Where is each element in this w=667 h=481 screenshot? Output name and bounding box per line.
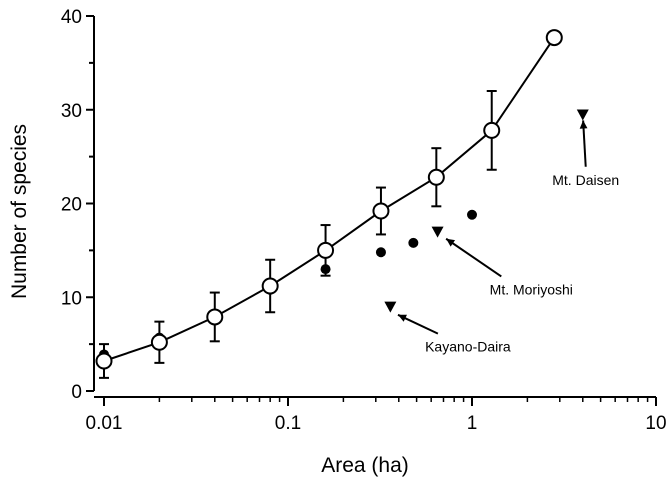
triangle-point: [384, 301, 397, 313]
annotation-layer: Mt. Daisen Mt. Moriyoshi Kayano-Daira: [397, 120, 619, 355]
filled-circle-point: [375, 247, 386, 258]
annotation-arrow: [445, 237, 502, 278]
ticks: 0 10 20 30 40 0.01 0.1 1 10: [61, 7, 667, 434]
y-tick-label: 0: [71, 382, 82, 403]
series-layer: [95, 29, 589, 379]
x-tick-label: 10: [645, 413, 666, 434]
annotation-label: Kayano-Daira: [425, 339, 511, 355]
annotation-arrowhead: [446, 238, 456, 247]
y-tick-label: 30: [61, 101, 82, 122]
annotation-label: Mt. Daisen: [552, 172, 619, 188]
filled-circle-point: [408, 237, 419, 248]
open-circle-point: [150, 333, 168, 351]
open-circle-point: [545, 29, 563, 47]
y-tick-label: 20: [61, 195, 82, 216]
triangle-point: [431, 226, 444, 238]
open-circle-point: [206, 308, 224, 326]
filled-circle-point: [320, 264, 331, 275]
x-tick-label: 1: [467, 413, 478, 434]
annotation-label: Mt. Moriyoshi: [490, 281, 573, 297]
annotation-arrowhead: [397, 314, 407, 322]
open-circle-point: [317, 241, 335, 259]
filled-circle-point: [467, 209, 477, 220]
x-axis-title: Area (ha): [321, 454, 409, 477]
x-tick-label: 0.1: [275, 413, 301, 434]
triangle-point: [576, 109, 589, 121]
x-tick-label: 0.01: [86, 413, 123, 434]
y-tick-label: 40: [61, 7, 82, 28]
open-series-line: [103, 37, 556, 362]
open-circle-point: [261, 277, 279, 295]
open-circle-point: [95, 352, 113, 370]
open-circle-point: [427, 168, 445, 186]
y-axis-title: Number of species: [8, 124, 31, 299]
open-circle-point: [372, 202, 390, 220]
open-circle-point: [483, 121, 501, 139]
y-tick-label: 10: [61, 288, 82, 309]
annotation-arrowhead: [579, 120, 588, 129]
